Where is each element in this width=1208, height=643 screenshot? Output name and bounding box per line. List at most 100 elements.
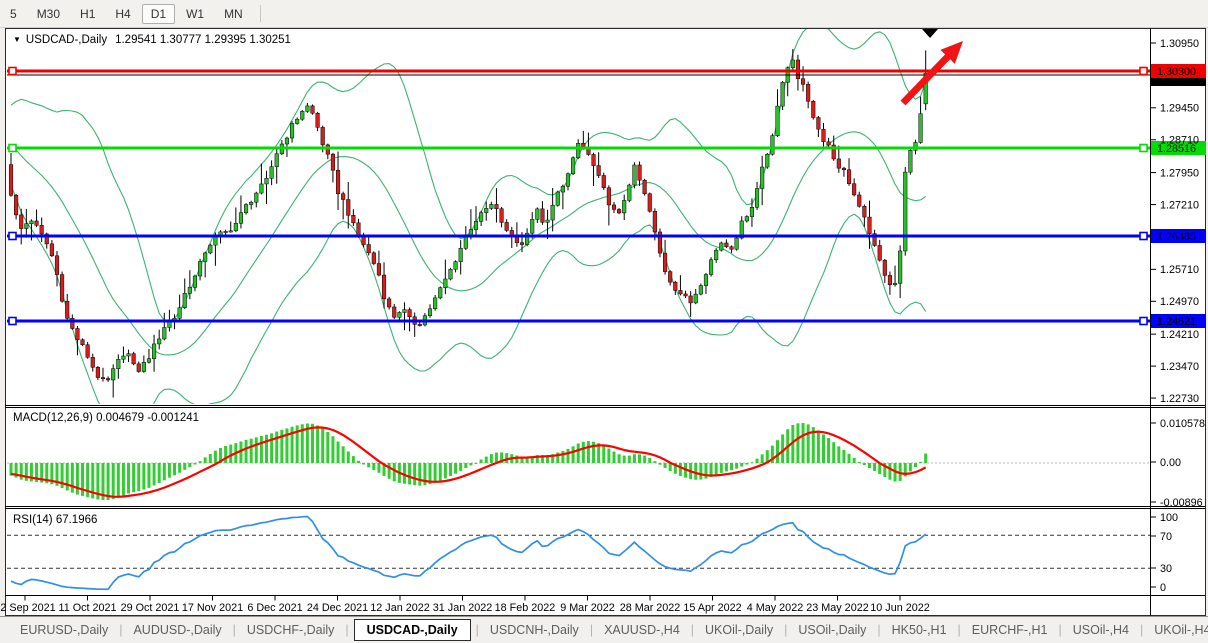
horizontal-level-line-1.24521[interactable]: [7, 319, 1150, 323]
timeframe-button-mn[interactable]: MN: [224, 6, 243, 21]
timeframe-button-d1[interactable]: D1: [141, 3, 176, 24]
bull-candle: [463, 236, 468, 249]
price-tick-label: 1.27210: [1160, 199, 1199, 211]
bear-candle: [407, 309, 412, 318]
bull-candle: [790, 59, 795, 68]
bull-candle: [192, 275, 198, 288]
timeframe-button-m30[interactable]: M30: [36, 6, 61, 21]
bear-candle: [499, 208, 504, 223]
symbol-tab-usoil-daily[interactable]: USOil-,Daily: [798, 623, 867, 637]
chart-dropdown-icon[interactable]: ▼: [13, 35, 21, 44]
symbol-tab-usdcnh-daily[interactable]: USDCNH-,Daily: [489, 623, 579, 637]
bear-candle: [14, 195, 19, 216]
trend-arrow-annotation[interactable]: [900, 41, 964, 106]
line-handle[interactable]: [8, 143, 17, 153]
level-1.30300-price-tag[interactable]: 1.30300: [1151, 64, 1206, 78]
bear-candle: [647, 193, 652, 212]
bull-candle: [760, 166, 765, 189]
date-tick-label: 29 Oct 2021: [121, 602, 180, 614]
bear-candle: [795, 59, 800, 79]
bear-candle: [330, 153, 335, 171]
symbol-tab-eurusd-daily[interactable]: EURUSD-,Daily: [20, 623, 109, 637]
line-handle[interactable]: [8, 66, 17, 76]
bull-candle: [223, 231, 228, 233]
timeframe-button-w1[interactable]: W1: [186, 6, 205, 21]
level-1.26485-price-tag[interactable]: 1.26485: [1151, 229, 1206, 243]
line-handle[interactable]: [1139, 316, 1148, 326]
bull-candle: [479, 212, 484, 222]
bear-candle: [678, 290, 683, 295]
bear-candle: [591, 154, 596, 166]
line-handle[interactable]: [8, 231, 17, 241]
symbol-tab-hk50-h1[interactable]: HK50-,H1: [891, 623, 947, 637]
tab-separator: |: [1058, 623, 1062, 637]
bull-candle: [622, 200, 627, 214]
bear-candle: [724, 242, 729, 247]
rsi-axis-label: 0: [1160, 582, 1166, 594]
bear-candle: [320, 127, 325, 146]
level-1.28516-price-tag[interactable]: 1.28516: [1151, 141, 1206, 155]
bull-candle: [693, 293, 698, 304]
horizontal-level-line-1.30300[interactable]: [7, 69, 1150, 73]
bear-candle: [831, 144, 836, 160]
bull-candle: [448, 269, 453, 280]
bollinger-lower-band: [10, 184, 927, 404]
bull-candle: [709, 259, 714, 275]
bear-candle: [729, 246, 734, 250]
bollinger-middle-band: [10, 131, 927, 356]
bull-candle: [892, 283, 898, 285]
bar-position-marker-icon: [922, 29, 938, 38]
line-handle[interactable]: [1139, 66, 1148, 76]
timeframe-button-h4[interactable]: H4: [115, 6, 131, 21]
symbol-tab-ukoil-daily[interactable]: UKOil-,Daily: [705, 623, 774, 637]
date-tick-label: 23 May 2022: [806, 602, 868, 614]
bear-candle: [826, 141, 831, 146]
horizontal-level-line-1.28516[interactable]: [7, 146, 1150, 150]
line-handle[interactable]: [1139, 143, 1148, 153]
horizontal-level-line-1.26485[interactable]: [7, 234, 1150, 238]
bull-candle: [765, 153, 770, 168]
bear-candle: [862, 206, 867, 218]
bear-candle: [39, 225, 44, 235]
bear-candle: [504, 222, 509, 231]
symbol-tab-xauusd-h4[interactable]: XAUUSD-,H4: [604, 623, 680, 637]
bull-candle: [923, 72, 928, 105]
line-handle[interactable]: [1139, 231, 1148, 241]
bear-candle: [90, 356, 95, 368]
bull-candle: [565, 173, 571, 187]
bull-candle: [284, 137, 289, 145]
symbol-tab-eurchf-h1[interactable]: EURCHF-,H1: [971, 623, 1048, 637]
timeframe-button-h1[interactable]: H1: [80, 6, 96, 21]
bull-candle: [535, 208, 540, 220]
bull-candle: [182, 293, 187, 308]
bear-candle: [44, 233, 49, 245]
rsi-panel: [7, 515, 1150, 591]
symbol-tab-usdcad-daily[interactable]: USDCAD-,Daily: [353, 619, 471, 641]
tab-separator: |: [784, 623, 788, 637]
bear-candle: [663, 252, 668, 272]
bull-candle: [749, 206, 755, 217]
bull-candle: [121, 355, 126, 360]
tab-separator: |: [345, 623, 349, 637]
bear-candle: [310, 105, 315, 114]
bear-candle: [341, 193, 346, 200]
timeframe-button-5[interactable]: 5: [10, 6, 17, 21]
bull-candle: [157, 338, 162, 345]
symbol-tab-ukoil-h4[interactable]: UKOil-,H4: [1154, 623, 1208, 637]
bull-candle: [734, 237, 739, 250]
symbol-tab-usdchf-daily[interactable]: USDCHF-,Daily: [246, 623, 335, 637]
bear-candle: [857, 194, 862, 207]
level-1.24521-price-tag[interactable]: 1.24521: [1151, 314, 1206, 328]
bear-candle: [85, 344, 90, 358]
bear-candle: [100, 377, 106, 379]
line-handle[interactable]: [8, 316, 17, 326]
symbol-tab-audusd-daily[interactable]: AUDUSD-,Daily: [133, 623, 222, 637]
bull-candle: [560, 185, 565, 193]
date-tick-label: 12 Jan 2022: [370, 602, 429, 614]
bull-candle: [146, 358, 152, 363]
bear-candle: [351, 215, 356, 224]
macd-axis-label: -0.00896: [1160, 497, 1203, 509]
date-tick-label: 18 Feb 2022: [495, 602, 556, 614]
bear-candle: [846, 169, 852, 184]
symbol-tab-usoil-h4[interactable]: USOil-,H4: [1072, 623, 1130, 637]
